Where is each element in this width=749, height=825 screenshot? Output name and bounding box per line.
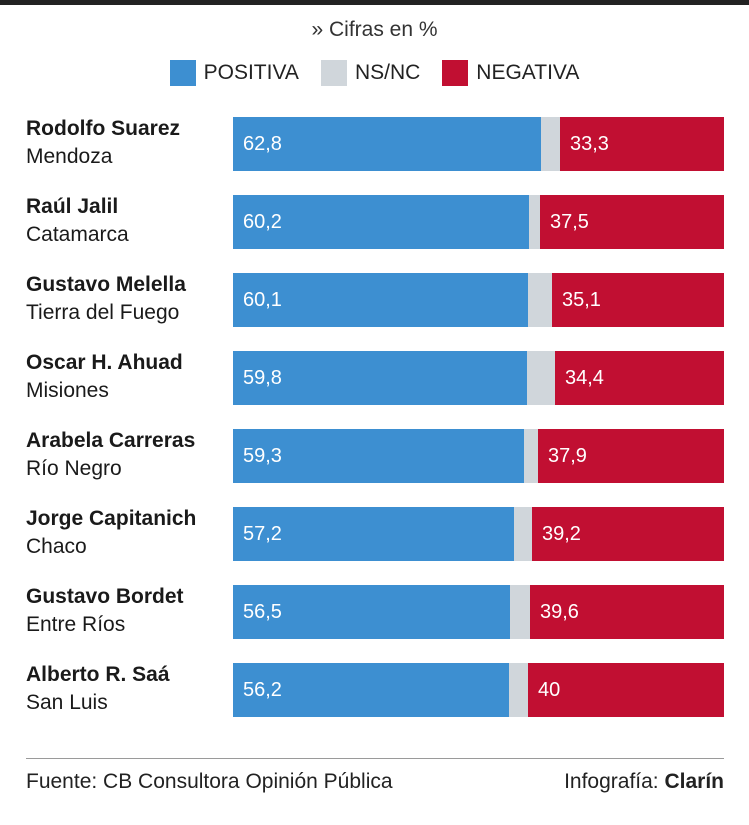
data-label-negativa: 40 (538, 679, 561, 701)
footer-credit: Infografía: Clarín (564, 770, 724, 794)
bar-segment-positiva: 57,2 (233, 507, 514, 561)
bar-segment-negativa: 34,4 (555, 351, 724, 405)
stacked-bar: 56,5 39,6 (233, 585, 724, 639)
province-name: Río Negro (26, 457, 122, 480)
bar-segment-negativa: 39,2 (532, 507, 724, 561)
province-name: Misiones (26, 379, 109, 402)
stacked-bar: 59,8 34,4 (233, 351, 724, 405)
bar-segment-positiva: 62,8 (233, 117, 541, 171)
data-label-negativa: 39,6 (540, 601, 579, 623)
governor-name: Alberto R. Saá (26, 663, 170, 686)
chart-row: Rodolfo Suarez Mendoza 62,8 33,3 (0, 117, 749, 171)
chart-row: Alberto R. Saá San Luis 56,2 40 (0, 663, 749, 717)
legend-label-positiva: POSITIVA (203, 61, 299, 84)
bar-segment-negativa: 37,5 (540, 195, 724, 249)
legend: POSITIVA NS/NC NEGATIVA (0, 60, 749, 86)
governor-name: Rodolfo Suarez (26, 117, 181, 140)
bar-segment-nsnc (527, 351, 555, 405)
data-label-positiva: 62,8 (243, 133, 282, 155)
legend-item-nsnc: NS/NC (320, 60, 421, 86)
province-name: Catamarca (26, 223, 129, 246)
chart-row: Raúl Jalil Catamarca 60,2 37,5 (0, 195, 749, 249)
governor-name: Arabela Carreras (26, 429, 196, 452)
footer-credit-brand: Clarín (664, 770, 724, 793)
bar-segment-nsnc (509, 663, 528, 717)
stacked-bar: 60,1 35,1 (233, 273, 724, 327)
stacked-bar: 56,2 40 (233, 663, 724, 717)
governor-name: Gustavo Bordet (26, 585, 184, 608)
legend-swatch-negativa (442, 60, 469, 86)
province-name: Chaco (26, 535, 87, 558)
province-name: Mendoza (26, 145, 113, 168)
bar-segment-nsnc (524, 429, 538, 483)
bar-segment-negativa: 35,1 (552, 273, 724, 327)
province-name: Tierra del Fuego (26, 301, 180, 324)
data-label-negativa: 39,2 (542, 523, 581, 545)
chart-row: Arabela Carreras Río Negro 59,3 37,9 (0, 429, 749, 483)
data-label-negativa: 37,9 (548, 445, 587, 467)
footer-source: Fuente: CB Consultora Opinión Pública (26, 770, 393, 793)
data-label-positiva: 60,2 (243, 211, 282, 233)
bar-segment-negativa: 33,3 (560, 117, 724, 171)
data-label-positiva: 59,8 (243, 367, 282, 389)
data-label-positiva: 56,2 (243, 679, 282, 701)
data-label-negativa: 33,3 (570, 133, 609, 155)
legend-label-negativa: NEGATIVA (476, 61, 580, 84)
province-name: San Luis (26, 691, 108, 714)
bar-segment-nsnc (528, 273, 552, 327)
bar-segment-positiva: 56,5 (233, 585, 510, 639)
footer-divider (26, 758, 724, 759)
legend-label-nsnc: NS/NC (354, 61, 421, 84)
legend-swatch-positiva (169, 60, 196, 86)
bar-segment-nsnc (510, 585, 530, 639)
data-label-positiva: 60,1 (243, 289, 282, 311)
chart-row: Gustavo Bordet Entre Ríos 56,5 39,6 (0, 585, 749, 639)
governor-name: Raúl Jalil (26, 195, 119, 218)
chart-subtitle: » Cifras en % (311, 18, 438, 41)
stacked-bar: 60,2 37,5 (233, 195, 724, 249)
bar-segment-nsnc (529, 195, 540, 249)
governor-name: Gustavo Melella (26, 273, 186, 296)
legend-item-positiva: POSITIVA (169, 60, 299, 86)
top-rule (0, 0, 749, 5)
data-label-positiva: 56,5 (243, 601, 282, 623)
bar-segment-positiva: 59,8 (233, 351, 527, 405)
bar-segment-positiva: 56,2 (233, 663, 509, 717)
bar-segment-nsnc (541, 117, 560, 171)
stacked-bar: 59,3 37,9 (233, 429, 724, 483)
data-label-positiva: 57,2 (243, 523, 282, 545)
bar-segment-negativa: 39,6 (530, 585, 724, 639)
stacked-bar: 57,2 39,2 (233, 507, 724, 561)
governor-name: Jorge Capitanich (26, 507, 197, 530)
data-label-positiva: 59,3 (243, 445, 282, 467)
bar-segment-positiva: 60,1 (233, 273, 528, 327)
governor-name: Oscar H. Ahuad (26, 351, 183, 374)
data-label-negativa: 34,4 (565, 367, 604, 389)
stacked-bar: 62,8 33,3 (233, 117, 724, 171)
bar-segment-negativa: 37,9 (538, 429, 724, 483)
chart-row: Jorge Capitanich Chaco 57,2 39,2 (0, 507, 749, 561)
chart-row: Gustavo Melella Tierra del Fuego 60,1 35,1 (0, 273, 749, 327)
legend-swatch-nsnc (320, 60, 347, 86)
bar-segment-nsnc (514, 507, 532, 561)
footer-credit-prefix: Infografía: (564, 770, 665, 793)
data-label-negativa: 37,5 (550, 211, 589, 233)
bar-segment-positiva: 60,2 (233, 195, 529, 249)
legend-item-negativa: NEGATIVA (442, 60, 579, 86)
bar-segment-positiva: 59,3 (233, 429, 524, 483)
data-label-negativa: 35,1 (562, 289, 601, 311)
province-name: Entre Ríos (26, 613, 126, 636)
chart-row: Oscar H. Ahuad Misiones 59,8 34,4 (0, 351, 749, 405)
bar-segment-negativa: 40 (528, 663, 724, 717)
